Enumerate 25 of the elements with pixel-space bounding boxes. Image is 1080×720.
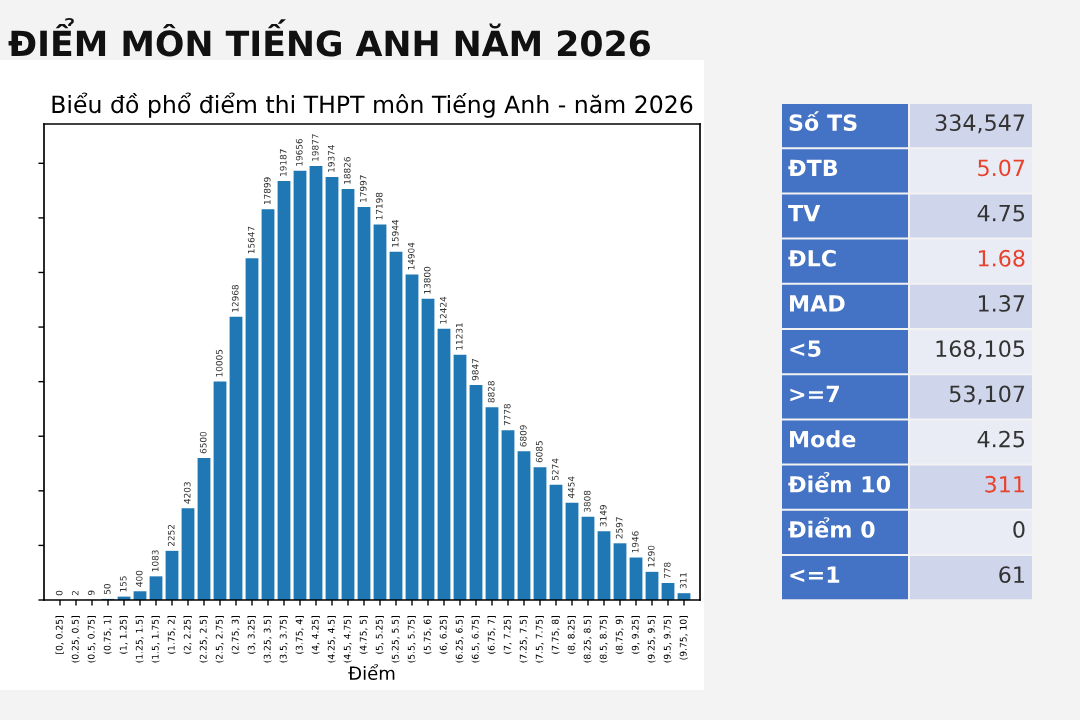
category-label: <=1	[790, 566, 840, 583]
x-axis-title: Điểm	[348, 664, 395, 680]
category-label: Mode	[790, 430, 856, 448]
category-label: MAD	[790, 295, 845, 312]
category-label: Điểm 10	[788, 472, 891, 493]
text: 4.25	[977, 430, 1025, 448]
text: ĐIỂM MÔN TIẾNG ANH NĂM 2026	[8, 18, 650, 57]
category-label: TV	[788, 204, 821, 222]
text: 168,105	[936, 340, 1025, 360]
text: 334,547	[935, 114, 1025, 134]
text: 311	[985, 475, 1024, 493]
category-label: Số TS	[789, 111, 857, 132]
category-label: Điểm 0	[788, 517, 875, 538]
text: 4.75	[977, 204, 1025, 222]
text: 1.68	[978, 249, 1025, 267]
category-label: ĐLC	[788, 249, 836, 267]
category-label: >=7	[790, 385, 839, 402]
category-label: ĐTB	[788, 159, 838, 176]
text: 0	[1013, 521, 1025, 538]
text: 61	[999, 566, 1024, 584]
text: 53,107	[949, 385, 1025, 405]
text: 1.37	[978, 295, 1025, 312]
chart-title: Biểu đồ phổ điểm thi THPT môn Tiếng Anh - năm 2026	[52, 92, 693, 118]
text: 5.07	[978, 159, 1025, 177]
category-label: <5	[790, 340, 821, 358]
